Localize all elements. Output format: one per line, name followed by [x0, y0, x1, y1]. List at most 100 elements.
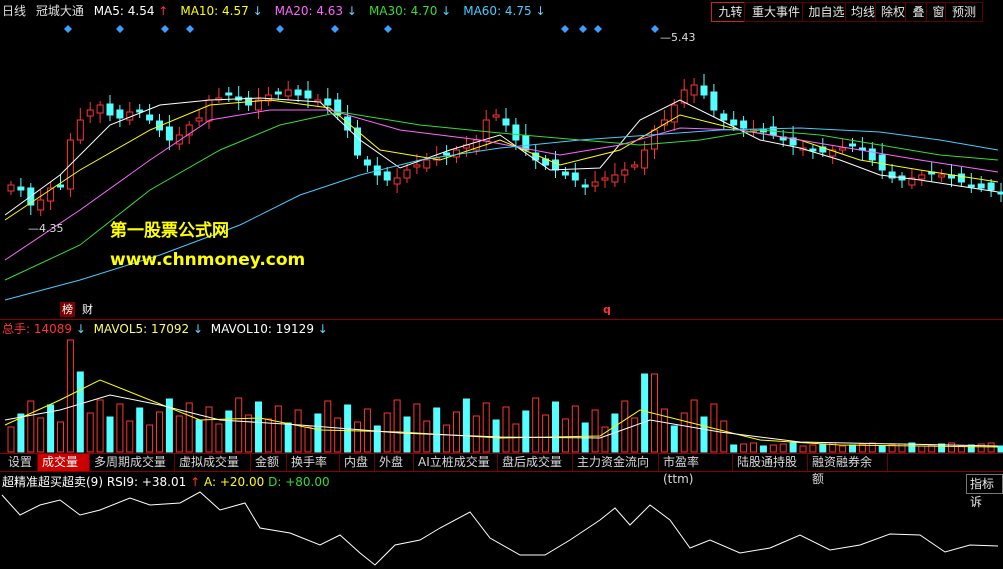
volume-bar [96, 399, 104, 453]
ma-arrow: ↑ [154, 4, 169, 18]
volume-bar [7, 426, 15, 453]
candle-body [86, 109, 94, 117]
indicator-tab[interactable]: AI立桩成交量 [414, 454, 498, 471]
finance-badge[interactable]: 财 [82, 303, 93, 316]
signal-marker-icon [384, 25, 392, 33]
volume-bar [314, 413, 322, 453]
volume-bar [839, 445, 847, 453]
stock-name: 冠城大通 [35, 4, 84, 18]
volume-bar [532, 397, 540, 453]
volume-bar [552, 401, 559, 453]
candle-body [57, 184, 64, 188]
candle-body [354, 127, 361, 156]
candle-body [225, 92, 233, 96]
volume-bar [165, 398, 173, 453]
volume-bar [284, 422, 292, 453]
ma10-line [4, 99, 999, 221]
indicator-tab[interactable]: 金额 [251, 454, 287, 471]
candle-body [829, 149, 837, 157]
ma5-line [4, 97, 999, 216]
volume-bar [373, 425, 381, 453]
ma-legend-item: MA30: 4.70 ↓ [368, 4, 452, 18]
indicator-tab[interactable]: 内盘 [340, 454, 375, 471]
indicator-tab[interactable]: 虚拟成交量 [175, 454, 251, 471]
volume-bar [274, 405, 282, 453]
ma-legend-item: MA5: 4.54 ↑ [93, 4, 169, 18]
volume-bar [938, 443, 946, 453]
volume-bar [195, 419, 203, 453]
volume-bar [918, 445, 926, 453]
candle-body [7, 184, 15, 192]
indicator-explain-button[interactable]: 指标诉 [966, 474, 1003, 509]
toolbar-button[interactable]: 除权 [875, 2, 911, 22]
indicator-tab[interactable]: 设置 [4, 454, 38, 471]
toolbar-button[interactable]: 窗 [926, 2, 951, 22]
candle-body [47, 187, 55, 202]
candle-body [591, 181, 599, 187]
indicator-tab[interactable]: 成交量 [38, 454, 90, 471]
candle-body [294, 89, 302, 96]
candle-body [205, 99, 213, 122]
candle-body [165, 126, 173, 141]
indicator-tab[interactable]: 盘后成交量 [498, 454, 573, 471]
low-price-label: —4.35 [28, 222, 64, 235]
indicator-tab[interactable]: 融资融券余额 [808, 454, 888, 486]
volume-bar [413, 403, 421, 453]
volume-bar [888, 444, 896, 453]
volume-bar [423, 420, 431, 453]
candle-body [740, 120, 748, 129]
indicator-tabs: 设置 成交量 多周期成交量 虚拟成交量 金额 换手率 内盘 外盘 AI立桩成交量 盘后成交量 主力资… [0, 454, 1003, 486]
indicator-tab[interactable]: 多周期成交量 [90, 454, 175, 471]
indicator-tab[interactable]: 主力资金流向 [573, 454, 659, 471]
signal-marker-icon [116, 25, 124, 33]
volume-bar [641, 373, 649, 453]
volume-bar [908, 442, 916, 453]
volume-bar [205, 406, 213, 453]
toolbar-button[interactable]: 预测 [945, 2, 983, 22]
a-label: A: [203, 475, 220, 489]
volume-bar [542, 414, 550, 453]
volume-bar [324, 400, 332, 453]
ma30-line [4, 111, 999, 281]
volume-bar [957, 445, 965, 453]
ma-arrow: ↓ [248, 4, 263, 18]
q-badge[interactable]: q [603, 303, 611, 316]
volume-bar [27, 400, 35, 453]
volume-bar [17, 413, 25, 453]
chart-header: 日线 冠城大通 MA5: 4.54 ↑ MA10: 4.57 ↓ MA20: 4.6… [2, 2, 564, 20]
volume-bar [185, 402, 193, 453]
volume-bar [730, 444, 738, 453]
rsi-line [1, 491, 999, 566]
volume-bar [393, 399, 401, 453]
volume-bar [522, 410, 530, 453]
candle-body [621, 169, 629, 176]
volume-bar [769, 444, 777, 453]
rank-badge[interactable]: 榜 [60, 302, 75, 317]
ma20-line [4, 109, 999, 261]
toolbar-button[interactable]: 九转 [711, 2, 750, 22]
indicator-header: 超精准超买超卖(9) RSI9: +38.01 ↑ A: +20.00 D: +… [2, 475, 330, 489]
candle-body [670, 104, 678, 123]
volume-tabs-divider [0, 453, 1003, 454]
candle-body [868, 148, 876, 161]
indicator-tab[interactable]: 换手率 [287, 454, 340, 471]
volume-bar [294, 409, 302, 453]
period-label[interactable]: 日线 [2, 4, 27, 18]
indicator-tab[interactable]: 陆股通持股 [733, 454, 808, 471]
signal-marker-icon [579, 25, 587, 33]
candle-body [443, 152, 451, 156]
volume-bar [156, 411, 163, 453]
volume-bar [453, 411, 460, 453]
volume-bar [403, 416, 411, 453]
d-label: D: [268, 475, 286, 489]
indicator-tab[interactable]: 市盈率(ttm) [659, 454, 733, 486]
toolbar-button[interactable]: 加自选 [802, 2, 851, 22]
candle-body [571, 172, 579, 181]
signal-marker-icon [64, 25, 72, 33]
volume-bar [264, 418, 272, 453]
volume-bar [86, 412, 94, 453]
indicator-tab[interactable]: 外盘 [375, 454, 414, 471]
candle-body [938, 174, 946, 178]
volume-bar [977, 443, 985, 453]
